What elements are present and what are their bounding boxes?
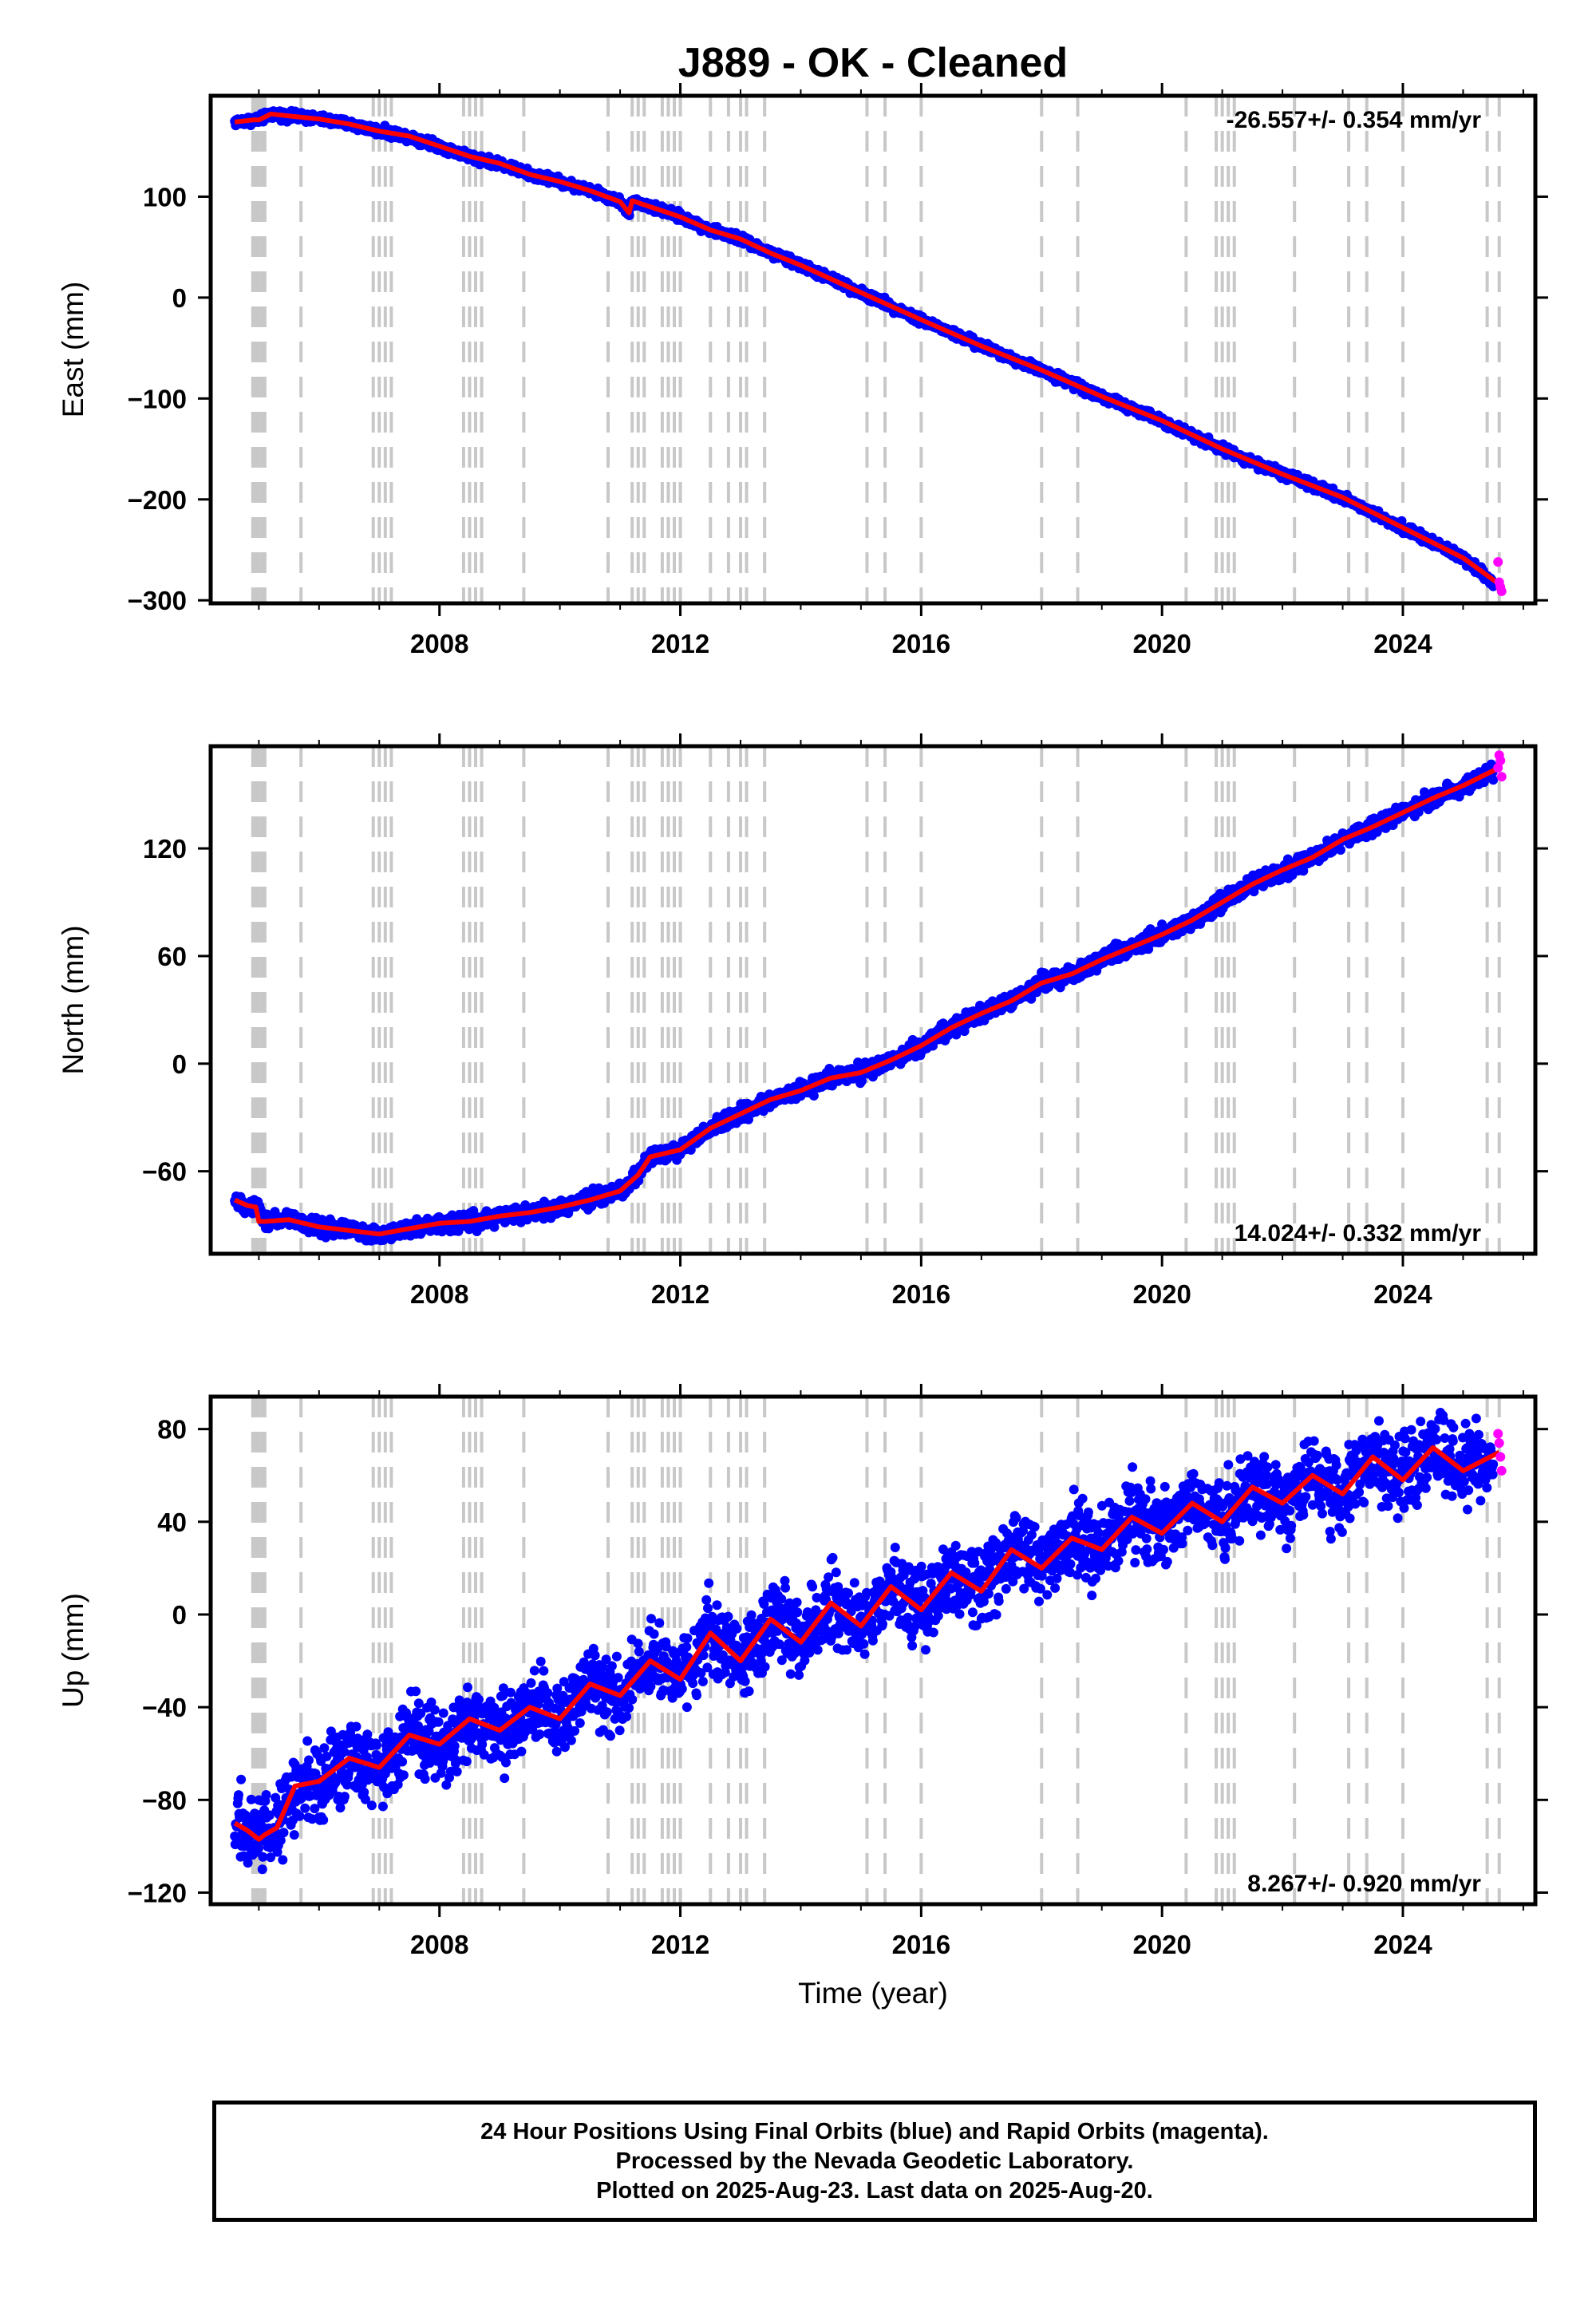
final-orbit-points bbox=[230, 759, 1499, 1246]
rate-label-east: -26.557+/- 0.354 mm/yr bbox=[1227, 107, 1482, 133]
rapid-orbit-point bbox=[1493, 557, 1503, 567]
final-orbit-point bbox=[1298, 866, 1309, 876]
event-lines bbox=[251, 746, 1501, 1254]
panel-frame bbox=[208, 93, 1538, 606]
final-orbit-point bbox=[1026, 994, 1037, 1004]
panel-east: 2008 2012 2016 2020 2024 −300 −200 −100 0 100 East… bbox=[57, 83, 1548, 658]
y-axis-label-east: East (mm) bbox=[57, 282, 89, 418]
rapid-orbit-point bbox=[1496, 586, 1507, 596]
final-orbit-points bbox=[230, 105, 1499, 591]
final-orbit-point bbox=[951, 1030, 962, 1040]
event-lines bbox=[251, 96, 1501, 603]
y-tick-label: −300 bbox=[128, 586, 187, 615]
x-tick-label: 2016 bbox=[892, 629, 950, 658]
x-axis-ticks: 2008 2012 2016 2020 2024 bbox=[258, 83, 1524, 658]
panels-group: 2008 2012 2016 2020 2024 −300 −200 −100 0 100 East… bbox=[57, 83, 1548, 1959]
final-orbit-point bbox=[489, 1222, 500, 1232]
rapid-orbit-points bbox=[1493, 557, 1507, 596]
y-axis-ticks: −300 −200 −100 0 100 bbox=[128, 182, 1548, 615]
final-orbit-point bbox=[808, 1091, 819, 1101]
x-tick-label: 2008 bbox=[410, 629, 468, 658]
y-tick-label: 0 bbox=[172, 283, 187, 313]
x-tick-label: 2012 bbox=[651, 629, 709, 658]
x-tick-label: 2024 bbox=[1373, 629, 1432, 658]
y-tick-label: 100 bbox=[143, 182, 187, 211]
y-tick-label: −100 bbox=[128, 384, 187, 413]
figure-title: J889 - OK - Cleaned bbox=[678, 40, 1068, 86]
y-tick-label: −200 bbox=[128, 485, 187, 515]
x-tick-label: 2020 bbox=[1132, 629, 1191, 658]
model-line bbox=[234, 111, 1501, 587]
final-orbit-point bbox=[857, 1076, 867, 1086]
